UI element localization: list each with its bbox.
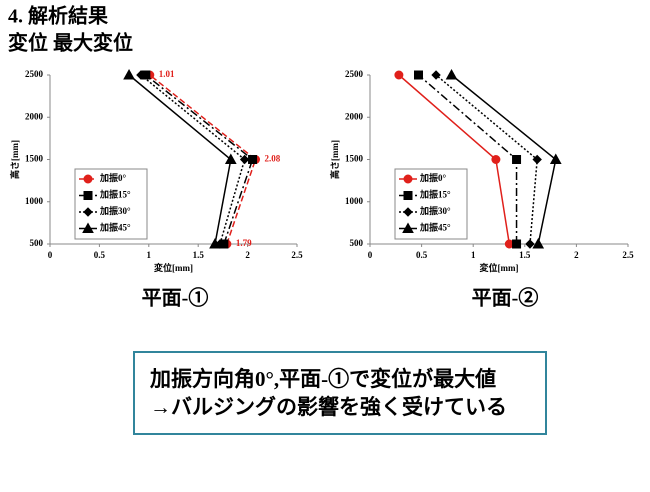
- chart-title: 平面-②: [472, 287, 539, 310]
- x-tick-label: 0.5: [416, 250, 428, 260]
- legend-label: 加振0°: [99, 172, 127, 183]
- legend-label: 加振30°: [99, 205, 131, 216]
- point: [532, 154, 542, 165]
- point: [512, 239, 522, 249]
- x-tick-label: 0: [368, 250, 373, 260]
- series-line: [149, 74, 257, 245]
- legend-label: 加振0°: [419, 172, 447, 183]
- x-axis-label: 変位[mm]: [480, 262, 519, 273]
- legend-label: 加振30°: [419, 205, 451, 216]
- point: [532, 237, 545, 249]
- x-tick-label: 0: [48, 250, 53, 260]
- y-tick-label: 500: [30, 238, 44, 248]
- point: [224, 153, 237, 164]
- x-tick-label: 2.5: [622, 250, 634, 260]
- series-line: [145, 74, 254, 245]
- x-tick-label: 0.5: [94, 250, 106, 260]
- x-tick-label: 1: [147, 250, 152, 260]
- legend-label: 加振15°: [419, 189, 451, 200]
- y-tick-label: 2000: [345, 111, 364, 121]
- x-tick-label: 2: [245, 250, 250, 260]
- legend-label: 加振15°: [99, 189, 131, 200]
- y-tick-label: 2500: [25, 69, 44, 79]
- legend-label: 加振45°: [419, 222, 451, 233]
- y-tick-label: 1500: [345, 154, 364, 164]
- legend-label: 加振45°: [99, 222, 131, 233]
- note-box: [133, 351, 547, 435]
- y-tick-label: 1000: [25, 196, 44, 206]
- point: [414, 70, 424, 80]
- point: [123, 68, 135, 80]
- point: [431, 70, 441, 80]
- x-axis-label: 変位[mm]: [154, 262, 193, 273]
- data-label: 1.01: [159, 69, 175, 79]
- point: [491, 155, 501, 164]
- legend-marker: [403, 207, 413, 217]
- y-axis-label: 高さ[mm]: [329, 140, 340, 179]
- y-tick-label: 1000: [345, 196, 364, 206]
- legend-marker: [83, 174, 93, 184]
- point: [394, 70, 404, 80]
- y-tick-label: 2500: [345, 69, 364, 79]
- slide-title: 4. 解析結果: [8, 4, 108, 28]
- slide-subtitle: 変位 最大変位: [8, 31, 133, 55]
- y-tick-label: 1500: [25, 154, 44, 164]
- point: [209, 237, 221, 249]
- legend-marker: [83, 191, 93, 200]
- x-tick-label: 2: [574, 250, 579, 260]
- data-label: 1.79: [236, 238, 252, 248]
- note-line: →バルジングの影響を強く受けている: [150, 395, 507, 419]
- x-tick-label: 1: [471, 250, 476, 260]
- x-tick-label: 1.5: [193, 250, 205, 260]
- legend-marker: [403, 191, 413, 200]
- point: [445, 68, 458, 80]
- x-tick-label: 2.5: [291, 250, 303, 260]
- point: [549, 153, 562, 164]
- chart-title: 平面-①: [142, 287, 209, 310]
- y-tick-label: 2000: [25, 111, 44, 121]
- y-axis-label: 高さ[mm]: [9, 140, 20, 179]
- point: [239, 154, 250, 165]
- legend-marker: [403, 174, 413, 184]
- legend-marker: [83, 207, 93, 217]
- point: [512, 155, 522, 164]
- point: [136, 70, 146, 80]
- legend-marker: [402, 222, 414, 233]
- data-label: 2.08: [265, 154, 281, 164]
- point: [525, 239, 535, 249]
- x-tick-label: 1.5: [519, 250, 531, 260]
- y-tick-label: 500: [350, 238, 364, 248]
- point: [248, 155, 258, 164]
- note-line: 加振方向角0°,平面-①で変位が最大値: [149, 367, 496, 391]
- legend-marker: [82, 222, 94, 233]
